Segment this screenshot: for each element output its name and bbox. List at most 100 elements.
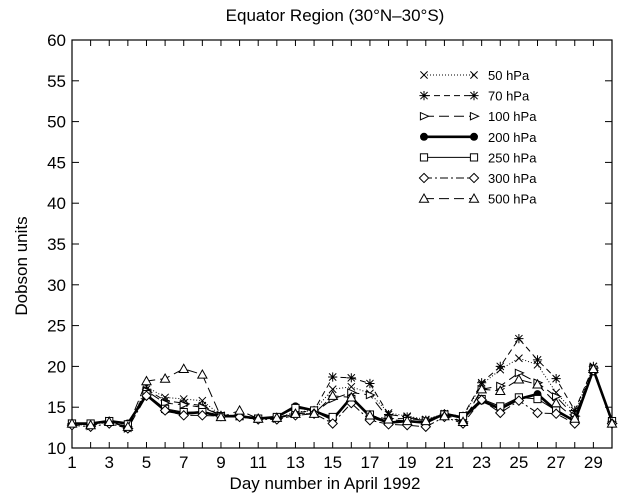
series-1-point: [570, 405, 580, 416]
series-6-point: [606, 417, 618, 428]
series-6-point: [569, 413, 581, 423]
legend-marker-0: [470, 71, 478, 79]
y-tick-label: 25: [47, 317, 66, 336]
series-6-point: [85, 419, 97, 430]
series-6-point: [66, 417, 78, 428]
series-0-point: [328, 385, 337, 394]
series-1-point: [514, 334, 524, 344]
legend-marker-1: [419, 91, 429, 101]
series-6-point: [308, 408, 320, 418]
series-6-point: [345, 391, 357, 402]
x-tick-label: 5: [142, 453, 151, 472]
legend-marker-2: [419, 111, 430, 121]
series-6-point: [513, 373, 525, 384]
series-5-point: [327, 418, 338, 429]
x-tick-label: 11: [249, 453, 267, 472]
series-6-point: [420, 415, 432, 426]
series-6-point: [587, 363, 599, 373]
series-6-point: [438, 410, 450, 421]
series-6-point: [289, 408, 301, 418]
legend-label-1: 70 hPa: [488, 89, 530, 104]
x-tick-label: 25: [509, 453, 528, 472]
legend-marker-6: [468, 192, 480, 203]
series-0-point: [514, 354, 523, 363]
y-tick-label: 55: [47, 72, 66, 91]
series-1-point: [477, 378, 487, 388]
series-6-point: [196, 368, 208, 379]
legend-marker-3: [470, 132, 478, 141]
series-line-2: [71, 366, 613, 430]
legend-marker-5: [468, 172, 480, 184]
series-1-point: [532, 355, 543, 365]
series-6-point: [494, 385, 506, 395]
y-tick-label: 50: [47, 113, 66, 132]
series-5-point: [476, 394, 487, 406]
series-6-point: [141, 375, 152, 386]
legend-label-0: 50 hPa: [488, 68, 530, 83]
series-6-point: [122, 421, 134, 431]
y-tick-label: 30: [47, 276, 66, 295]
legend-label-3: 200 hPa: [488, 130, 537, 145]
series-6-point: [178, 363, 190, 373]
x-tick-label: 17: [360, 453, 379, 472]
legend-label-2: 100 hPa: [488, 109, 537, 124]
series-1-point: [365, 378, 375, 389]
series-6-point: [159, 373, 171, 383]
y-tick-label: 10: [47, 439, 66, 458]
series-6-point: [234, 404, 246, 415]
legend-label-5: 300 hPa: [488, 171, 537, 186]
x-tick-label: 13: [286, 453, 305, 472]
series-line-0: [71, 357, 613, 430]
x-tick-label: 15: [323, 453, 342, 472]
legend-marker-5: [418, 172, 430, 184]
x-axis-label: Day number in April 1992: [229, 474, 421, 493]
series-5-point: [197, 410, 208, 421]
series-6-point: [476, 383, 488, 394]
x-tick-label: 3: [105, 453, 114, 472]
series-6-point: [401, 415, 413, 426]
x-tick-label: 27: [547, 453, 566, 472]
series-6-point: [327, 390, 339, 400]
plot-frame: [71, 39, 613, 449]
x-tick-label: 23: [472, 453, 491, 472]
x-tick-label: 29: [584, 453, 603, 472]
y-tick-label: 20: [47, 357, 66, 376]
x-tick-label: 1: [67, 453, 76, 472]
x-tick-label: 21: [435, 453, 454, 472]
series-1-point: [551, 374, 561, 384]
series-6-point: [550, 397, 562, 408]
series-5-point: [532, 407, 543, 419]
series-6-point: [271, 412, 283, 422]
legend-marker-2: [469, 111, 480, 121]
x-tick-label: 19: [398, 453, 417, 472]
x-tick-label: 9: [216, 453, 225, 472]
series-5-point: [550, 408, 562, 420]
series-6-point: [457, 416, 469, 426]
chart-title: Equator Region (30°N–30°S): [225, 6, 445, 25]
legend-marker-0: [420, 71, 428, 79]
series-5-point: [178, 410, 190, 421]
legend-marker-3: [420, 132, 428, 141]
y-tick-label: 60: [47, 31, 66, 50]
x-tick-label: 7: [179, 453, 188, 472]
series-1-point: [495, 361, 505, 371]
legend-marker-4: [419, 153, 429, 162]
legend-marker-6: [418, 192, 430, 203]
legend-label-6: 500 hPa: [488, 192, 537, 207]
series-5-point: [159, 405, 171, 416]
series-1-point: [328, 372, 338, 382]
series-2-point: [179, 400, 190, 410]
y-tick-label: 15: [47, 398, 66, 417]
y-tick-label: 35: [47, 235, 66, 254]
series-6-point: [383, 413, 395, 424]
y-tick-label: 40: [47, 194, 66, 213]
series-6-point: [252, 413, 264, 423]
series-6-point: [364, 409, 376, 420]
series-5-point: [494, 407, 506, 419]
series-5-point: [513, 395, 525, 406]
series-5-point: [234, 411, 245, 423]
series-6-point: [215, 411, 227, 422]
series-5-point: [141, 390, 152, 402]
series-6-point: [103, 416, 115, 426]
